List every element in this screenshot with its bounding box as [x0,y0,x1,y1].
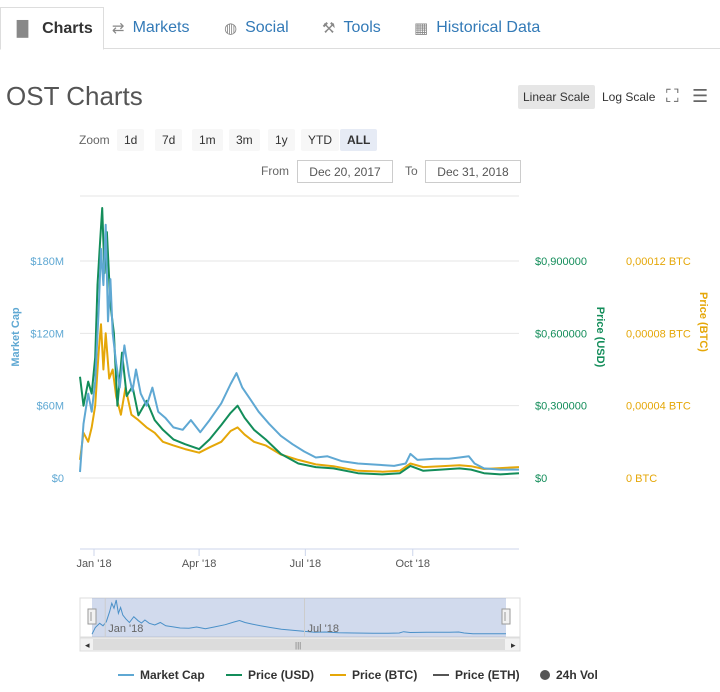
tab-label: Historical Data [436,19,541,36]
legend-label: 24h Vol [556,668,598,682]
tab-charts[interactable]: ▐▌ Charts [0,7,104,50]
tab-social[interactable]: ◍ Social [224,7,289,49]
log-scale-button[interactable]: Log Scale [602,90,656,104]
price-usd-tick-label: $0,300000 [535,401,587,413]
price-usd-tick-label: $0,600000 [535,328,587,340]
zoom-7d-button[interactable]: 7d [155,129,183,151]
tab-historical-data[interactable]: ▦ Historical Data [414,7,540,49]
zoom-ytd-button[interactable]: YTD [301,129,339,151]
price-btc-tick-label: 0 BTC [626,473,657,485]
zoom-1m-button[interactable]: 1m [192,129,223,151]
tab-bar: ▐▌ Charts ⇄ Markets ◍ Social ⚒ Tools ▦ H… [0,0,720,50]
calendar-icon: ▦ [414,19,429,37]
from-date-input[interactable]: Dec 20, 2017 [297,160,393,183]
legend-label: Market Cap [140,668,205,682]
from-label: From [261,164,289,178]
x-tick-label: Oct '18 [395,558,430,570]
wrench-icon: ⚒ [322,19,336,37]
tab-label: Markets [132,19,190,36]
tab-label: Tools [343,19,381,36]
navigator-series [91,599,506,635]
price-usd-axis-title: Price (USD) [594,307,606,368]
zoom-label: Zoom [79,133,110,147]
legend-price-usd[interactable]: Price (USD) [226,668,314,682]
scrollbar-grip: ||| [295,641,301,650]
legend-label: Price (USD) [248,668,315,682]
series-line-price-usd [79,207,520,476]
x-tick-label: Jan '18 [76,558,111,570]
x-tick-label: Apr '18 [182,558,217,570]
zoom-all-button[interactable]: ALL [340,129,378,151]
legend-price-eth[interactable]: Price (ETH) [433,668,520,682]
series-line-market-cap [79,223,519,473]
scroll-right-arrow: ▸ [511,640,516,650]
tab-label: Charts [42,19,93,37]
price-btc-axis-title: Price (BTC) [697,292,709,352]
legend-swatch [433,674,449,676]
price-btc-tick-label: 0,00008 BTC [626,328,691,340]
scroll-left-arrow: ◂ [85,640,90,650]
linear-scale-button[interactable]: Linear Scale [518,85,595,109]
price-btc-tick-label: 0,00004 BTC [626,401,691,413]
x-tick-label: Jul '18 [290,558,321,570]
legend-market-cap[interactable]: Market Cap [118,668,205,682]
zoom-3m-button[interactable]: 3m [229,129,260,151]
navigator-handle [501,608,511,625]
series-line-price-btc [79,323,520,473]
navigator-label: Jul '18 [308,623,339,635]
market-cap-axis-title: Market Cap [10,307,22,367]
legend-dot [540,670,550,680]
zoom-1y-button[interactable]: 1y [268,129,295,151]
price-usd-tick-label: $0 [535,473,547,485]
scrollbar-thumb [93,639,505,650]
tab-label: Social [245,19,289,36]
price-btc-tick-label: 0,00012 BTC [626,256,691,268]
navigator-label: Jan '18 [108,623,143,635]
legend-label: Price (BTC) [352,668,418,682]
bar-chart-icon: ▐▌ [11,19,35,38]
tab-tools[interactable]: ⚒ Tools [322,7,381,49]
legend-swatch [226,674,242,676]
market-cap-tick-label: $0 [52,473,64,485]
legend-price-btc[interactable]: Price (BTC) [330,668,417,682]
legend-24h-vol[interactable]: 24h Vol [540,668,598,682]
legend-label: Price (ETH) [455,668,520,682]
tab-markets[interactable]: ⇄ Markets [112,7,189,49]
menu-icon[interactable]: ☰ [692,86,709,107]
zoom-1d-button[interactable]: 1d [117,129,145,151]
price-usd-tick-label: $0,900000 [535,256,587,268]
to-label: To [405,164,418,178]
market-cap-tick-label: $120M [30,328,64,340]
exchange-icon: ⇄ [112,19,125,37]
market-cap-tick-label: $180M [30,256,64,268]
market-cap-tick-label: $60M [36,401,64,413]
globe-icon: ◍ [224,19,238,37]
fullscreen-icon[interactable]: ⛶ [666,86,679,107]
page-title: OST Charts [6,81,143,111]
to-date-input[interactable]: Dec 31, 2018 [425,160,521,183]
navigator-handle [87,608,97,625]
legend-swatch [330,674,346,676]
legend-swatch [118,674,134,676]
